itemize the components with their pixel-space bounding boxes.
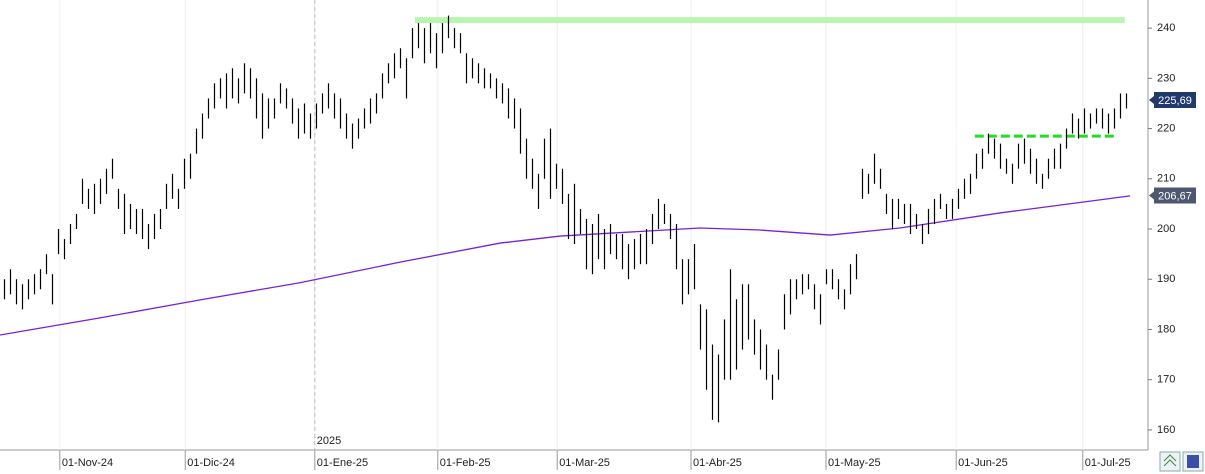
y-tick-label: 160 xyxy=(1157,424,1175,436)
save-icon xyxy=(1187,455,1199,468)
x-tick-label: 01-Feb-25 xyxy=(440,457,491,469)
x-tick-label: 01-Nov-24 xyxy=(62,457,113,469)
y-tick-label: 220 xyxy=(1157,122,1175,134)
moving-average xyxy=(0,195,1131,336)
x-tick-label: 01-Mar-25 xyxy=(559,457,610,469)
plot-area xyxy=(0,0,1131,450)
y-tick-label: 230 xyxy=(1157,72,1175,84)
zoom-button[interactable] xyxy=(1159,451,1181,472)
last-price-pointer xyxy=(1149,95,1154,104)
y-tick-label: 210 xyxy=(1157,173,1175,185)
last-price-pointer xyxy=(1149,191,1154,200)
last-price-box xyxy=(1154,91,1196,108)
x-tick-label: 01-May-25 xyxy=(828,457,881,469)
x-tick-label: 01-Ene-25 xyxy=(317,457,368,469)
toolbar xyxy=(1159,451,1204,472)
y-tick-label: 190 xyxy=(1157,273,1175,285)
x-tick-label: 01-Dic-24 xyxy=(187,457,235,469)
zoom-icon xyxy=(1163,454,1177,467)
last-price-label: 225,69 xyxy=(1158,95,1192,107)
y-tick-label: 200 xyxy=(1157,223,1175,235)
y-tick-label: 240 xyxy=(1157,22,1175,34)
x-tick-label: 01-Abr-25 xyxy=(693,457,742,469)
last-price-box xyxy=(1154,187,1196,204)
y-tick-label: 170 xyxy=(1157,374,1175,386)
last-price-label: 206,67 xyxy=(1158,190,1192,202)
x-tick-label: 01-Jul-25 xyxy=(1085,457,1131,469)
year-label: 2025 xyxy=(317,435,341,447)
y-tick-label: 180 xyxy=(1157,323,1175,335)
x-tick-label: 01-Jun-25 xyxy=(958,457,1008,469)
